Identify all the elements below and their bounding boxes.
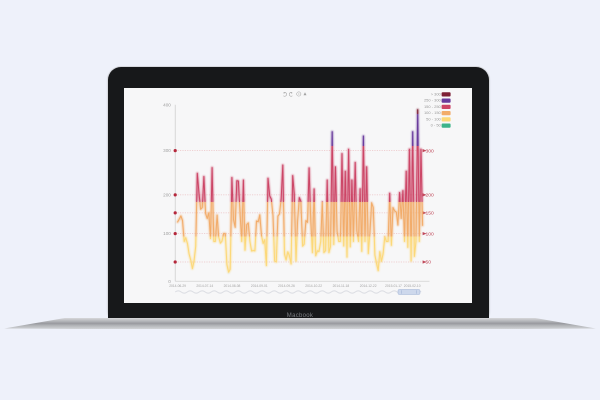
svg-text:100 - 150: 100 - 150: [424, 110, 442, 115]
svg-text:2014-11-18: 2014-11-18: [333, 284, 350, 288]
svg-text:2015-01-17: 2015-01-17: [385, 284, 402, 288]
svg-text:200: 200: [426, 193, 435, 199]
svg-text:2014-08-08: 2014-08-08: [224, 284, 241, 288]
svg-text:> 300: > 300: [431, 92, 442, 97]
svg-text:2014-07-14: 2014-07-14: [197, 284, 214, 288]
svg-text:0 - 50: 0 - 50: [431, 123, 442, 128]
svg-text:2014-06-29: 2014-06-29: [170, 284, 187, 288]
svg-text:300: 300: [426, 148, 435, 154]
svg-text:300: 300: [164, 148, 172, 153]
svg-text:2014-10-22: 2014-10-22: [306, 284, 323, 288]
svg-text:150: 150: [426, 211, 435, 217]
svg-text:2015-02-10: 2015-02-10: [404, 284, 421, 288]
svg-text:100: 100: [426, 231, 435, 237]
svg-text:400: 400: [164, 102, 172, 107]
svg-text:2014-09-01: 2014-09-01: [251, 284, 268, 288]
svg-text:2014-12-22: 2014-12-22: [360, 284, 377, 288]
svg-text:200: 200: [164, 192, 172, 197]
svg-text:150 - 250: 150 - 250: [424, 104, 442, 109]
svg-text:2014-09-26: 2014-09-26: [278, 284, 295, 288]
svg-text:50 - 100: 50 - 100: [427, 117, 442, 122]
svg-text:50: 50: [426, 260, 432, 266]
svg-text:100: 100: [164, 231, 172, 236]
svg-text:250 - 300: 250 - 300: [424, 98, 442, 103]
